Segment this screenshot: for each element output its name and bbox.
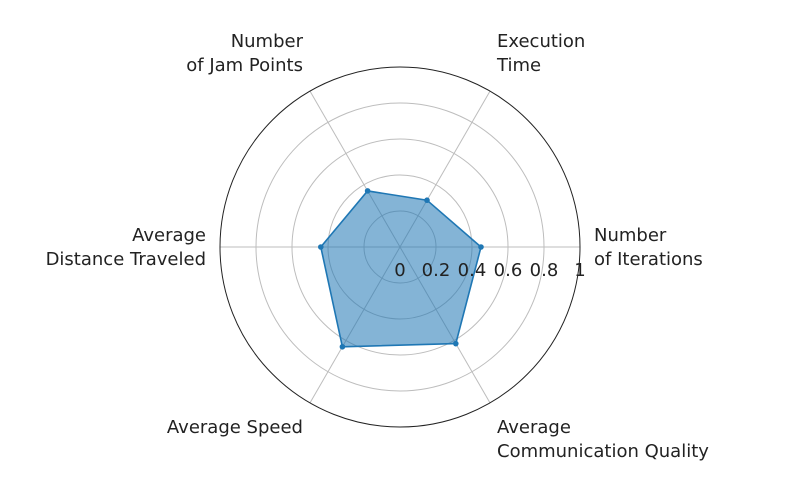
axis-label-line: of Jam Points <box>186 55 303 76</box>
axis-label-4: Average Speed <box>167 417 303 438</box>
radial-tick-0: 0 <box>394 260 405 281</box>
axis-label-line: Average <box>497 417 571 438</box>
axis-labels: Number of Iterations Execution Time Number of… <box>46 31 710 462</box>
radial-tick-4: 0.8 <box>530 260 559 281</box>
axis-label-1: Execution Time <box>496 31 585 76</box>
radial-tick-5: 1 <box>574 260 585 281</box>
axis-label-3: Average Distance Traveled <box>46 225 206 270</box>
axis-label-5: Average Communication Quality <box>497 417 709 462</box>
outer-circle <box>219 66 581 428</box>
data-point-0 <box>478 244 484 250</box>
axis-label-line: Time <box>496 55 541 76</box>
radial-tick-3: 0.6 <box>494 260 523 281</box>
series-layer <box>318 188 484 350</box>
axis-label-2: Number of Jam Points <box>186 31 303 76</box>
axis-label-line: Average Speed <box>167 417 303 438</box>
data-point-3 <box>318 244 324 250</box>
axis-label-line: Average <box>132 225 206 246</box>
axis-label-line: Execution <box>497 31 585 52</box>
axis-label-line: Distance Traveled <box>46 249 206 270</box>
axis-label-line: Communication Quality <box>497 441 709 462</box>
axis-label-0: Number of Iterations <box>594 225 703 270</box>
axis-label-line: of Iterations <box>594 249 703 270</box>
axis-label-line: Number <box>594 225 667 246</box>
radial-tick-2: 0.4 <box>458 260 487 281</box>
data-point-5 <box>453 340 459 347</box>
radial-tick-1: 0.2 <box>422 260 451 281</box>
radial-tick-labels: 0 0.2 0.4 0.6 0.8 1 <box>394 260 585 281</box>
data-point-1 <box>424 197 430 204</box>
data-point-4 <box>339 343 346 350</box>
axis-label-line: Number <box>231 31 304 52</box>
data-point-2 <box>364 188 371 194</box>
